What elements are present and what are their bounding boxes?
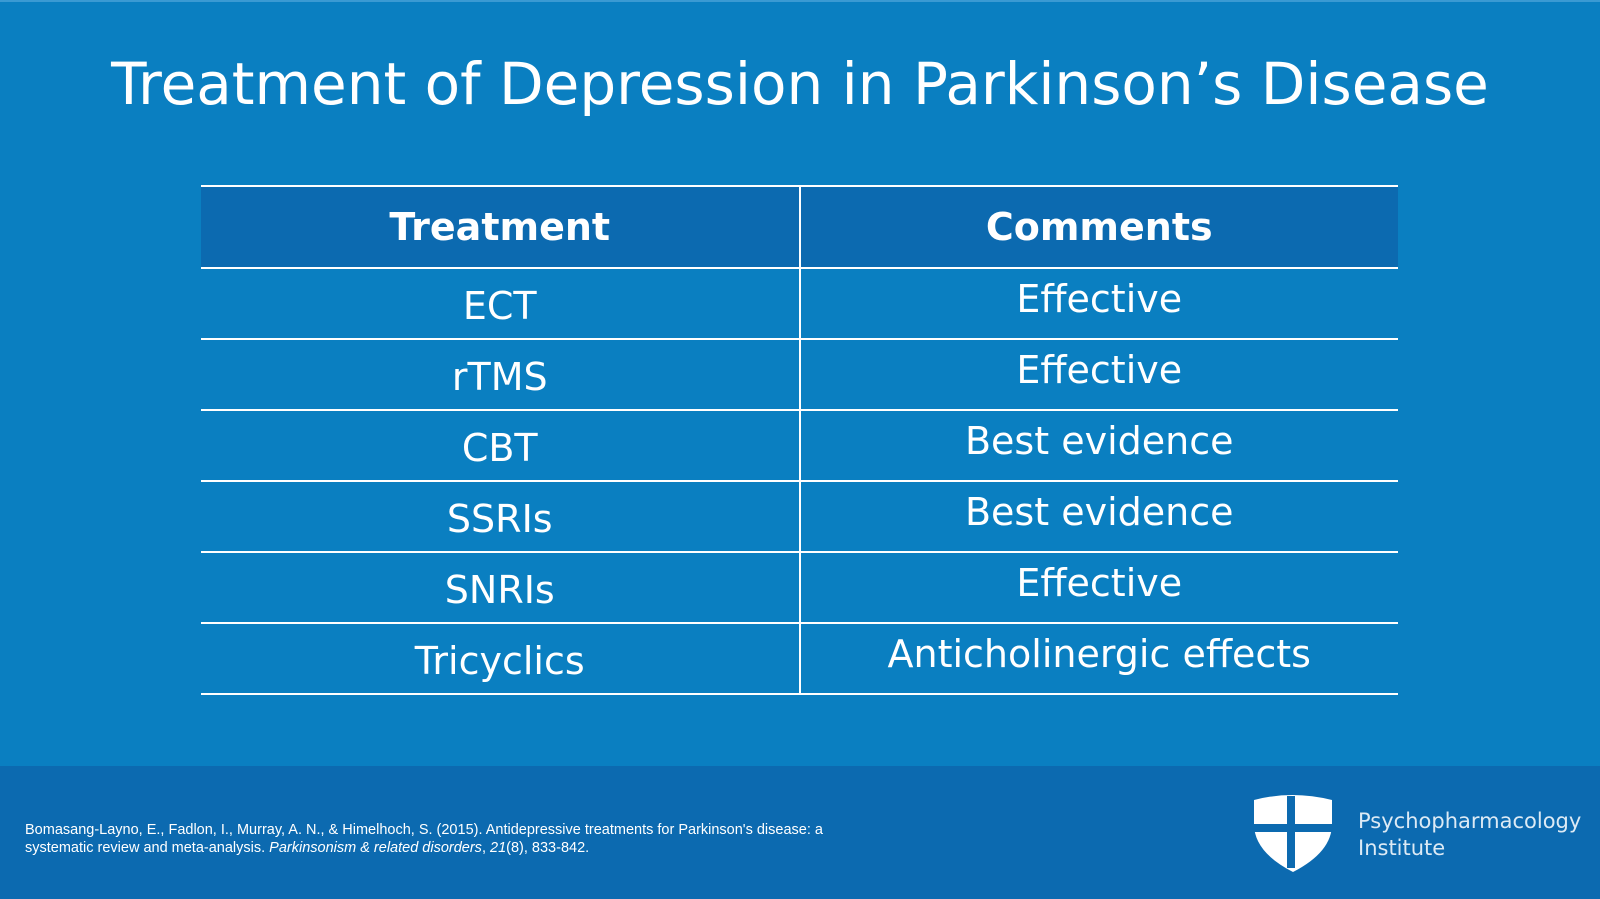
treatment-cell: Tricyclics [414, 638, 585, 683]
citation-line-2: systematic review and meta-analysis. [25, 840, 270, 856]
treatment-cell: SNRIs [444, 567, 555, 612]
footer-band: Bomasang-Layno, E., Fadlon, I., Murray, … [0, 766, 1600, 899]
treatment-cell: CBT [461, 425, 538, 470]
citation-sep: , [481, 840, 490, 856]
reference-citation: Bomasang-Layno, E., Fadlon, I., Murray, … [25, 821, 925, 857]
citation-pages: (8), 833-842. [506, 840, 590, 856]
comment-cell: Best evidence [798, 410, 1398, 481]
treatment-table: Treatment Comments ECT Effective rTMS Ef… [201, 185, 1398, 695]
table-row: CBT Best evidence [201, 410, 1398, 481]
comment-cell: Anticholinergic effects [798, 623, 1398, 694]
citation-journal: Parkinsonism & related disorders [269, 840, 482, 856]
comment-cell: Effective [798, 552, 1398, 623]
treatment-cell: ECT [462, 283, 537, 328]
table-row: SNRIs Effective [201, 552, 1398, 623]
shield-cross-icon [1254, 795, 1332, 872]
comment-cell: Effective [798, 339, 1398, 410]
brand-line-2: Institute [1358, 836, 1446, 860]
table-row: Tricyclics Anticholinergic effects [201, 623, 1398, 694]
slide-title: Treatment of Depression in Parkinson’s D… [111, 50, 1489, 118]
table-row: SSRIs Best evidence [201, 481, 1398, 552]
citation-volume: 21 [490, 840, 507, 856]
top-divider [0, 0, 1600, 2]
comment-cell: Effective [798, 268, 1398, 339]
brand-line-1: Psychopharmacology [1358, 809, 1582, 833]
table-row: rTMS Effective [201, 339, 1398, 410]
comment-cell: Best evidence [798, 481, 1398, 552]
column-header-treatment: Treatment [389, 205, 611, 249]
citation-line-1: Bomasang-Layno, E., Fadlon, I., Murray, … [25, 822, 823, 838]
treatment-cell: SSRIs [446, 496, 553, 541]
table-row: ECT Effective [201, 268, 1398, 339]
table-header-row: Treatment Comments [201, 186, 1398, 268]
treatment-cell: rTMS [451, 354, 548, 399]
brand-name: Psychopharmacology Institute [1358, 808, 1581, 862]
column-header-comments: Comments [798, 186, 1398, 268]
